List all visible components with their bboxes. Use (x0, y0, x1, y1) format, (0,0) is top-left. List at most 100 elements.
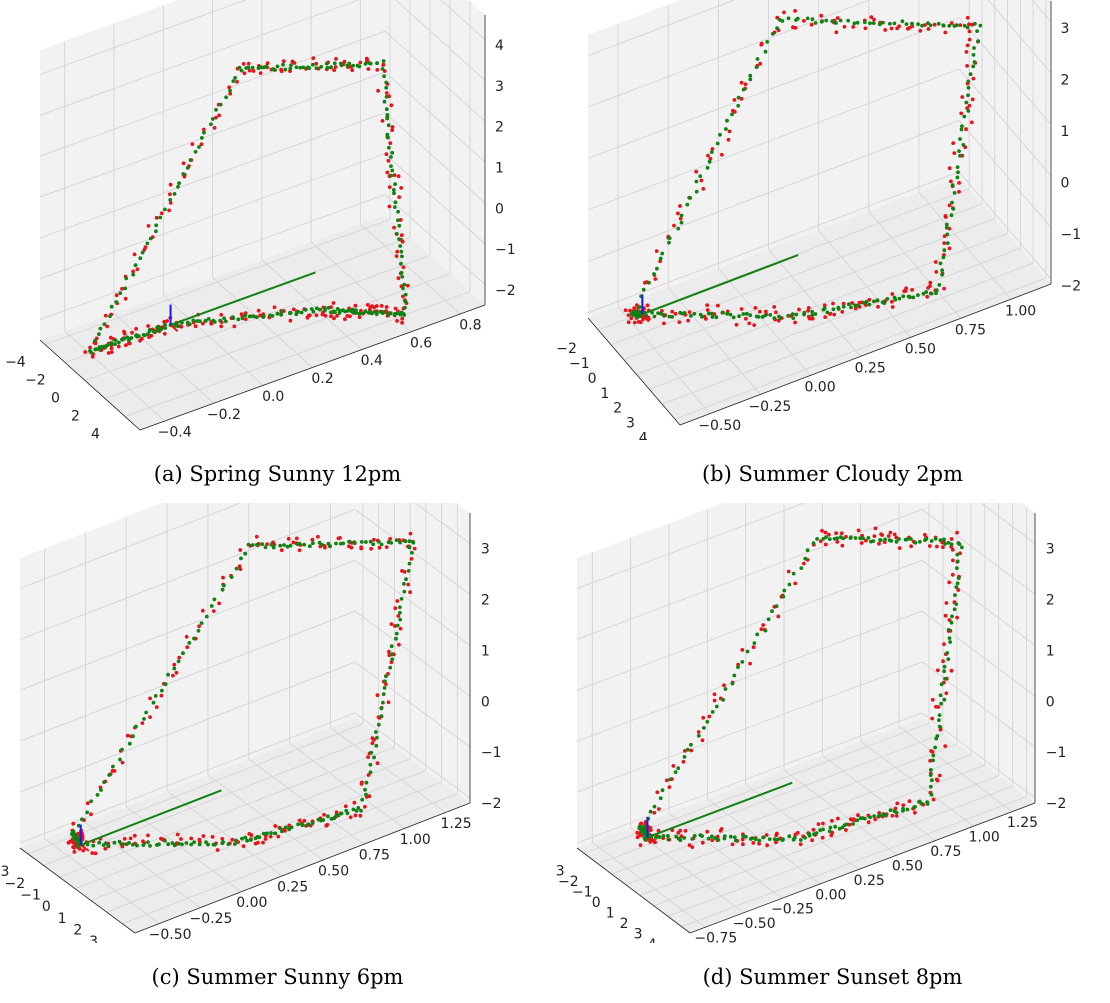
trajectory-point-red (931, 797, 936, 802)
trajectory-point-green (113, 342, 117, 346)
y-tick-label: −0.25 (748, 399, 791, 415)
trajectory-point-green (714, 704, 719, 709)
trajectory-point-green (694, 179, 699, 184)
trajectory-point-red (348, 815, 353, 820)
z-gridline (440, 0, 486, 40)
trajectory-point-red (710, 838, 715, 843)
trajectory-point-red (753, 306, 758, 310)
y-gridline (207, 774, 324, 861)
trajectory-point-green (942, 697, 947, 702)
trajectory-point-green (306, 822, 311, 827)
trajectory-point-green (177, 841, 181, 846)
trajectory-point-red (375, 68, 380, 72)
y-tick-label: 0.25 (855, 361, 886, 377)
trajectory-point-green (848, 536, 853, 540)
trajectory-point-red (739, 307, 744, 311)
trajectory-point-red (652, 810, 657, 815)
trajectory-point-green (359, 540, 364, 544)
trajectory-point-green (730, 681, 735, 686)
trajectory-point-green (958, 137, 962, 141)
trajectory-point-green (847, 302, 851, 307)
trajectory-point-green (849, 305, 853, 310)
y-axis-line (139, 304, 486, 431)
z-tick-label: −1 (1061, 227, 1082, 243)
x-gridline (27, 723, 364, 855)
x-tick-label: −3 (0, 864, 9, 880)
trajectory-point-green (102, 780, 106, 784)
trajectory-point-green (772, 837, 777, 841)
trajectory-point-green (401, 286, 405, 291)
trajectory-point-red (122, 331, 127, 336)
trajectory-point-red (132, 833, 137, 838)
trajectory-point-red (706, 153, 710, 158)
trajectory-point-green (250, 543, 255, 547)
trajectory-point-green (787, 582, 792, 587)
trajectory-point-red (393, 624, 397, 628)
trajectory-point-green (652, 272, 656, 276)
trajectory-point-green (160, 688, 164, 693)
trajectory-point-green (740, 660, 745, 664)
trajectory-point-red (718, 828, 723, 833)
trajectory-point-green (406, 569, 411, 573)
trajectory-point-green (836, 307, 841, 311)
trajectory-point-red (638, 843, 643, 847)
trajectory-point-green (943, 676, 947, 681)
trajectory-point-green (289, 825, 294, 830)
trajectory-point-red (819, 13, 824, 18)
trajectory-point-red (681, 759, 686, 764)
trajectory-point-red (256, 840, 260, 845)
trajectory-point-green (954, 585, 959, 589)
trajectory-point-red (956, 588, 961, 592)
trajectory-point-green (946, 540, 951, 545)
trajectory-point-green (118, 291, 123, 295)
trajectory-point-red (872, 534, 877, 538)
trajectory-point-red (290, 59, 295, 64)
trajectory-point-green (855, 818, 860, 823)
trajectory-point-green (971, 64, 976, 69)
trajectory-point-green (364, 792, 368, 797)
trajectory-point-green (846, 18, 851, 23)
trajectory-point-green (311, 62, 315, 67)
trajectory-point-green (767, 837, 772, 841)
trajectory-point-red (943, 215, 948, 219)
back-pane (922, 503, 1035, 803)
trajectory-point-green (722, 834, 727, 839)
trajectory-point-green (949, 620, 954, 625)
trajectory-point-green (148, 844, 152, 848)
trajectory-point-green (838, 18, 843, 23)
trajectory-point-green (223, 319, 228, 324)
trajectory-point-red (210, 835, 215, 839)
trajectory-point-green (269, 542, 274, 547)
trajectory-point-green (815, 537, 819, 541)
trajectory-point-green (212, 597, 217, 602)
trajectory-point-green (333, 310, 337, 314)
x-tick-label: 4 (91, 427, 100, 441)
z-gridline (19, 610, 356, 742)
trajectory-point-green (658, 256, 663, 261)
frame-y-axis (170, 271, 316, 326)
y-gridline (718, 268, 811, 376)
trajectory-point-red (366, 755, 370, 759)
trajectory-point-green (732, 835, 737, 840)
trajectory-point-green (730, 112, 734, 117)
trajectory-point-green (659, 311, 663, 316)
trajectory-point-green (379, 706, 384, 711)
subplot-d: −3−2−101234−0.75−0.50−0.250.000.250.500.… (555, 503, 1110, 1003)
trajectory-point-green (766, 617, 771, 622)
trajectory-point-green (133, 263, 138, 268)
trajectory-point-red (306, 313, 311, 318)
z-gridline (576, 712, 923, 844)
trajectory-point-green (393, 200, 398, 205)
trajectory-point-red (291, 307, 296, 312)
trajectory-point-red (708, 156, 713, 161)
trajectory-point-red (806, 314, 811, 319)
trajectory-point-red (241, 62, 246, 66)
trajectory-point-green (255, 542, 259, 547)
trajectory-point-green (398, 610, 402, 615)
x-tick-label: 1 (606, 906, 615, 922)
trajectory-point-green (393, 182, 397, 187)
trajectory-point-green (359, 808, 363, 813)
trajectory-point-green (765, 40, 770, 44)
trajectory-point-green (170, 841, 175, 845)
trajectory-point-red (154, 215, 159, 220)
